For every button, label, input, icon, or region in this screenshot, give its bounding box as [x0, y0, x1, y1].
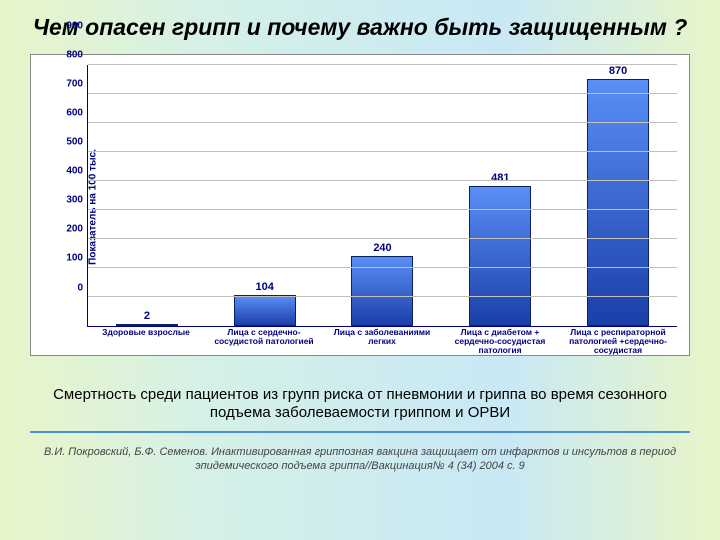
- grid-line: [88, 122, 677, 123]
- bar-column: 2: [88, 65, 206, 326]
- bar: [116, 324, 178, 326]
- y-tick-label: 900: [66, 20, 83, 31]
- grid-line: [88, 180, 677, 181]
- y-tick-label: 400: [66, 166, 83, 177]
- y-tick-label: 100: [66, 253, 83, 264]
- bar-value-label: 870: [609, 65, 627, 77]
- grid-line: [88, 238, 677, 239]
- x-category-label: Здоровые взрослые: [87, 327, 205, 357]
- y-tick-label: 800: [66, 49, 83, 60]
- y-tick-label: 500: [66, 137, 83, 148]
- grid-line: [88, 64, 677, 65]
- bar-column: 481: [441, 65, 559, 326]
- x-category-label: Лица с заболеваниями легких: [323, 327, 441, 357]
- bar-column: 240: [324, 65, 442, 326]
- grid-line: [88, 151, 677, 152]
- x-axis-labels: Здоровые взрослыеЛица с сердечно-сосудис…: [87, 327, 677, 357]
- x-category-label: Лица с диабетом + сердечно-сосудистая па…: [441, 327, 559, 357]
- y-axis: 0100200300400500600700800900: [49, 59, 87, 327]
- grid-line: [88, 209, 677, 210]
- x-category-label: Лица с сердечно-сосудистой патологией: [205, 327, 323, 357]
- y-tick-label: 700: [66, 78, 83, 89]
- citation-text: В.И. Покровский, Б.Ф. Семенов. Инактивир…: [24, 445, 696, 474]
- slide-title: Чем опасен грипп и почему важно быть защ…: [0, 0, 720, 46]
- bar: [587, 79, 649, 326]
- chart-area: Показатель на 100 тыс. 01002003004005006…: [87, 59, 677, 355]
- y-tick-label: 200: [66, 224, 83, 235]
- chart-container: Показатель на 100 тыс. 01002003004005006…: [30, 54, 690, 356]
- grid-line: [88, 296, 677, 297]
- bar-column: 104: [206, 65, 324, 326]
- bars-group: 2 104 240 481 870: [88, 65, 677, 326]
- plot-area: 2 104 240 481 870: [87, 65, 677, 327]
- y-tick-label: 600: [66, 107, 83, 118]
- bar: [469, 186, 531, 326]
- bar-value-label: 2: [144, 310, 150, 322]
- bar-value-label: 481: [491, 172, 509, 184]
- bar-column: 870: [559, 65, 677, 326]
- grid-line: [88, 93, 677, 94]
- x-category-label: Лица с респираторной патологией +сердечн…: [559, 327, 677, 357]
- y-tick-label: 300: [66, 195, 83, 206]
- bar-value-label: 240: [373, 242, 391, 254]
- chart-caption: Смертность среди пациентов из групп риск…: [30, 380, 690, 434]
- y-tick-label: 0: [77, 282, 83, 293]
- bar-value-label: 104: [256, 281, 274, 293]
- bar: [234, 295, 296, 325]
- grid-line: [88, 267, 677, 268]
